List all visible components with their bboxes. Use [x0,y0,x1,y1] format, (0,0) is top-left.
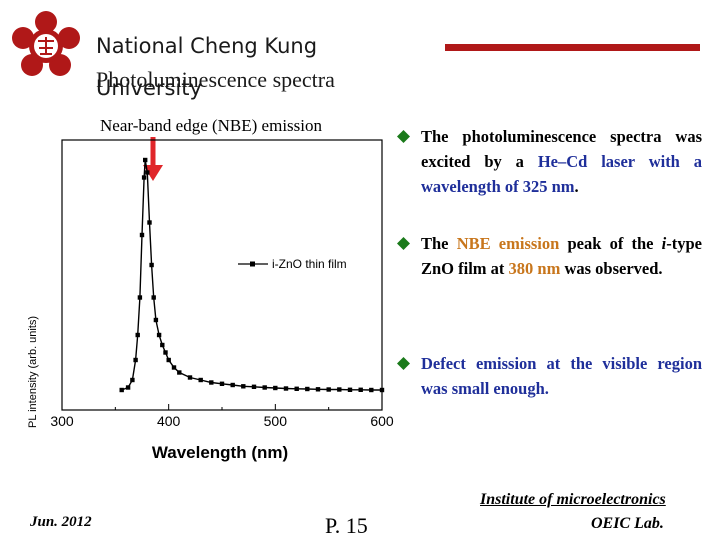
bullet-text: The photoluminescence spectra was excite… [421,127,702,171]
data-point [326,387,331,392]
data-point [125,385,131,390]
legend-label: i-ZnO thin film [272,257,347,271]
header-accent-bar [445,44,700,51]
data-point [379,387,385,393]
data-point [139,232,145,238]
bullet-item-nbe: The NBE emission peak of the i-type ZnO … [397,231,702,281]
data-point [358,387,363,392]
y-axis-label: PL intensity (arb. units) [27,316,39,428]
page-number: P. 15 [325,513,368,538]
data-point [153,317,159,323]
data-point [219,381,225,386]
data-point [187,375,193,380]
data-point [273,385,278,391]
university-seal-logo [12,11,80,76]
data-point [151,295,156,300]
nbe-annotation: Near-band edge (NBE) emission [100,116,323,135]
university-name-line2: University [96,76,202,100]
diamond-bullet-icon [397,357,410,370]
data-point [347,387,353,392]
data-point [315,387,321,392]
data-point [156,332,162,338]
data-point [241,384,246,389]
bullet-text-end: was observed. [560,259,663,278]
plot-frame [61,139,383,411]
data-point [119,387,124,393]
data-point [143,157,148,163]
series-points [119,157,385,393]
bullet-text: -type ZnO film at [421,234,702,278]
bullet-block-3: Defect emission at the visible region wa… [397,351,702,401]
x-tick-label: 300 [50,413,74,429]
diamond-bullet-icon [397,237,410,250]
data-point [133,357,138,363]
data-point [283,386,289,391]
data-point [137,295,143,300]
data-point [171,365,177,370]
data-point [305,386,310,392]
chart-legend: i-ZnO thin film [238,257,347,271]
data-point [294,386,299,391]
data-point [209,380,214,385]
bullet-text-end: . [574,177,579,196]
slide-title: Photoluminescence spectra [96,67,335,92]
axis-ticks [61,404,383,410]
wavelength-highlight: 380 nm [508,259,561,278]
data-point [149,262,154,268]
data-point [337,387,342,392]
bullet-text: peak of the [559,234,662,253]
data-point [141,175,147,180]
data-point [160,342,165,348]
x-tick-labels: 300 400 500 600 [50,413,394,429]
x-tick-label: 500 [264,413,288,429]
data-point [262,385,267,390]
bullet-text: Defect emission at the visible region wa… [421,354,702,398]
lab-name: OEIC Lab. [591,515,664,532]
pl-spectrum-chart: 300 400 500 600 i-ZnO thin film Wavelength … [27,139,394,462]
footer-date: Jun. 2012 [30,514,92,530]
x-tick-label: 600 [370,413,394,429]
diamond-bullet-icon [397,130,410,143]
institute-name: Institute of microelectronics [480,491,666,508]
series-line-izno [121,159,382,391]
data-point [198,377,203,383]
data-point [145,170,150,175]
data-point [177,370,182,375]
x-axis-label: Wavelength (nm) [152,443,288,462]
nbe-highlight: NBE emission [456,234,560,253]
down-arrow-icon [143,137,163,181]
bullet-block-2: The NBE emission peak of the i-type ZnO … [397,231,702,281]
data-point [130,377,135,383]
bullet-block-1: The photoluminescence spectra was excite… [397,124,702,199]
bullet-text: The [421,234,457,253]
x-tick-label: 400 [157,413,181,429]
bullet-item-defect: Defect emission at the visible region wa… [397,351,702,401]
italic-i: i [661,234,667,253]
data-point [147,220,152,225]
bullet-item-excitation: The photoluminescence spectra was excite… [397,124,702,199]
data-point [251,384,257,389]
university-name-line1: National Cheng Kung [96,34,318,58]
data-point [166,357,171,363]
data-point [230,382,235,388]
data-point [135,332,140,338]
data-point [369,387,374,393]
laser-highlight: He–Cd laser with a wavelength of 325 nm [421,152,702,196]
data-point [163,350,168,355]
